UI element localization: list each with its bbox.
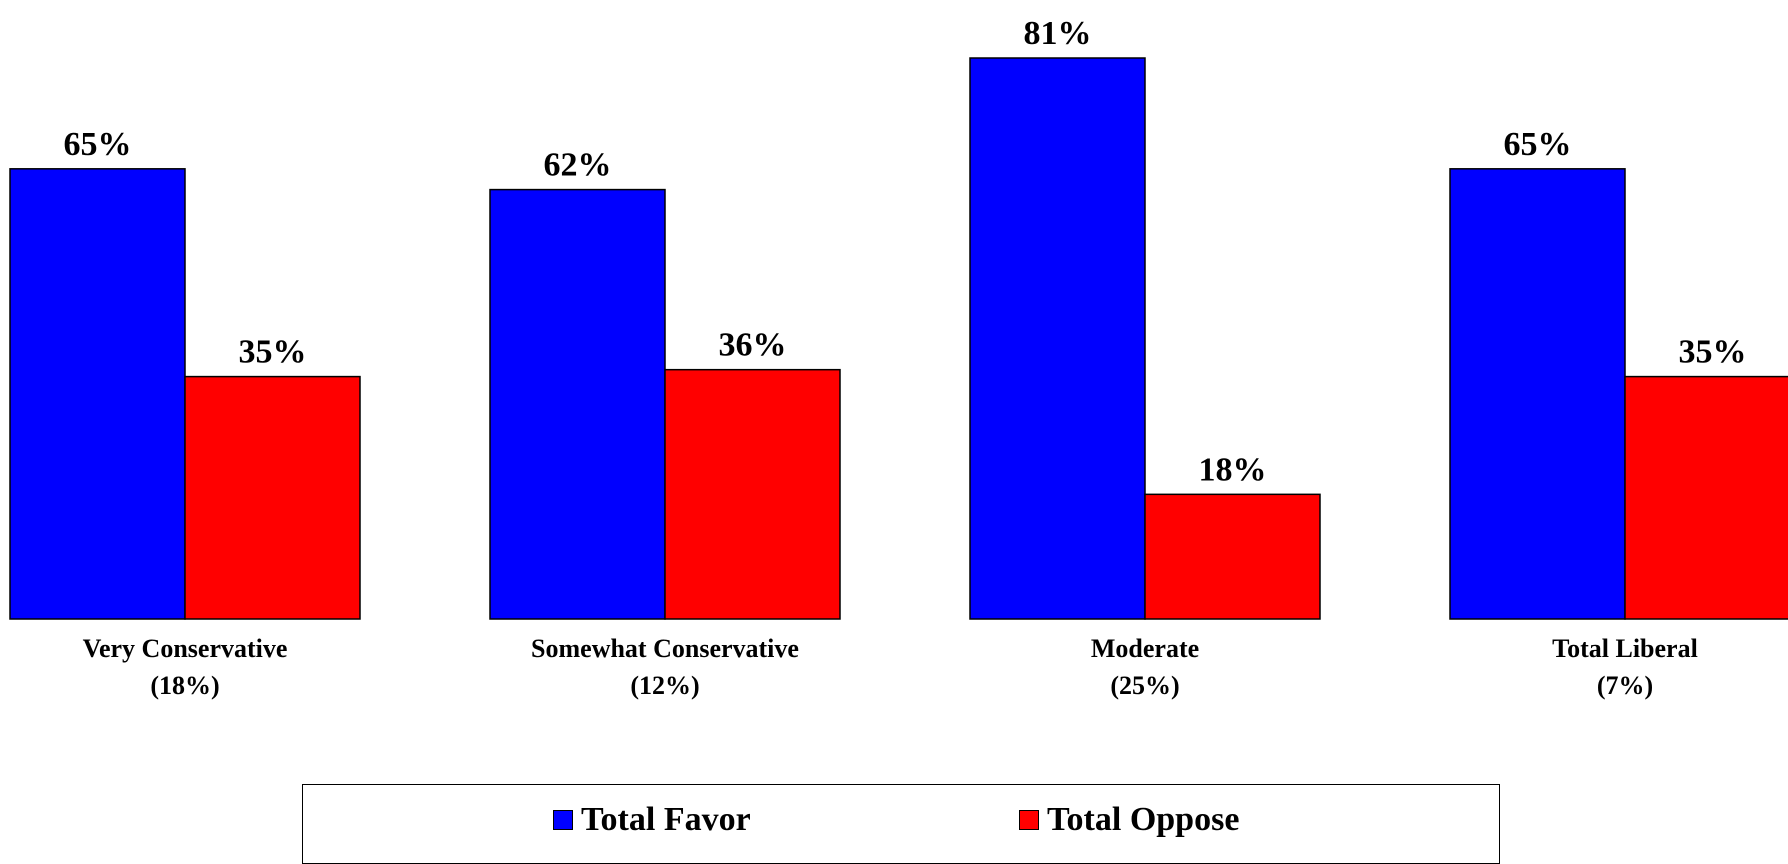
category-label-3-1: (7%)	[1597, 671, 1653, 700]
legend: Total Favor Total Oppose	[302, 784, 1500, 864]
bar-favor-0	[9, 168, 186, 620]
value-label-favor-0: 65%	[64, 126, 132, 163]
legend-swatch-favor	[553, 810, 573, 830]
legend-item-oppose: Total Oppose	[1019, 801, 1239, 839]
bar-oppose-0	[184, 375, 361, 620]
bar-oppose-2	[1144, 493, 1321, 620]
legend-label-oppose: Total Oppose	[1047, 801, 1240, 838]
value-label-oppose-1: 36%	[719, 327, 787, 364]
legend-label-favor: Total Favor	[581, 801, 751, 838]
value-label-oppose-3: 35%	[1679, 334, 1747, 371]
value-label-oppose-0: 35%	[239, 334, 307, 371]
category-label-1-1: (12%)	[630, 671, 699, 700]
value-label-favor-3: 65%	[1504, 126, 1572, 163]
category-label-2-0: Moderate	[1091, 634, 1199, 663]
legend-item-favor: Total Favor	[553, 801, 751, 839]
value-label-favor-2: 81%	[1024, 15, 1092, 52]
bar-favor-3	[1449, 168, 1626, 620]
legend-swatch-oppose	[1019, 810, 1039, 830]
category-label-3-0: Total Liberal	[1552, 634, 1698, 663]
bar-favor-2	[969, 57, 1146, 620]
bar-oppose-1	[664, 368, 841, 620]
bar-favor-1	[489, 188, 666, 620]
category-label-2-1: (25%)	[1110, 671, 1179, 700]
category-label-0-1: (18%)	[150, 671, 219, 700]
value-label-oppose-2: 18%	[1199, 451, 1267, 488]
bar-oppose-3	[1624, 375, 1788, 620]
category-label-1-0: Somewhat Conservative	[531, 634, 799, 663]
category-label-0-0: Very Conservative	[83, 634, 288, 663]
value-label-favor-1: 62%	[544, 147, 612, 184]
